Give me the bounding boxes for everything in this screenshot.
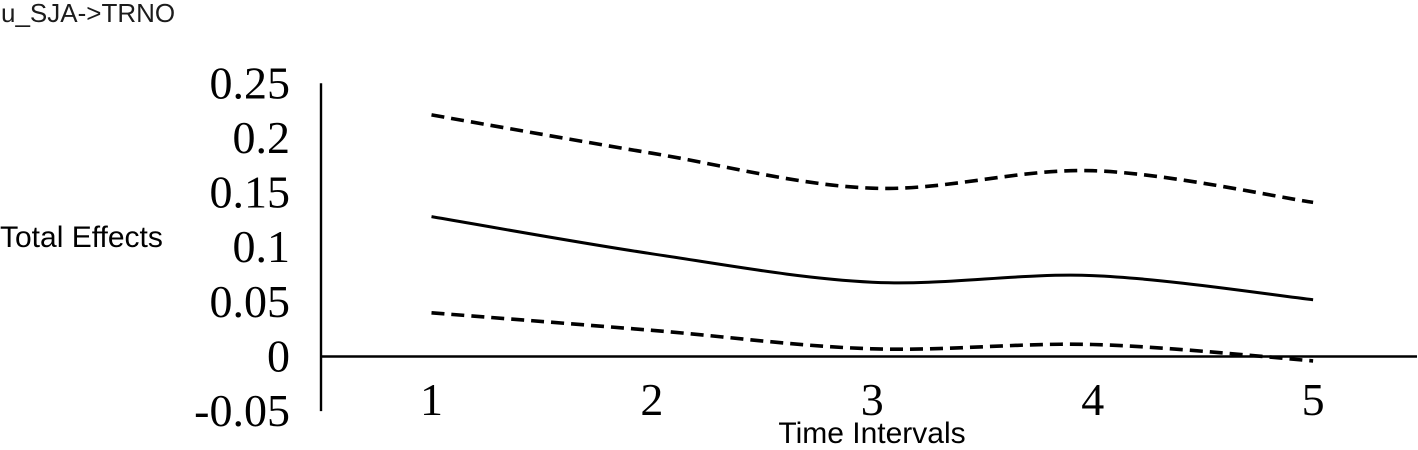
series-line-total-effect [431,215,1314,302]
x-tick-label: 3 [861,374,884,425]
series-line-upper-confidence-bound [431,113,1314,205]
y-tick-label: 0 [267,331,290,382]
y-axis-title: Total Effects [0,221,163,254]
y-tick-label: 0.2 [233,112,291,163]
chart-title: u_SJA->TRNO [1,0,176,28]
x-axis-title: Time Intervals [778,417,966,450]
y-tick-label: -0.05 [194,385,290,436]
x-tick-label: 4 [1081,374,1104,425]
x-tick-label: 2 [640,374,663,425]
y-tick-label: 0.25 [210,57,291,108]
x-tick-label: 1 [420,374,443,425]
y-tick-label: 0.05 [210,276,291,327]
x-tick-label: 5 [1302,374,1325,425]
y-tick-label: 0.15 [210,167,291,218]
series-line-lower-confidence-bound [431,311,1314,363]
y-tick-label: 0.1 [233,221,291,272]
